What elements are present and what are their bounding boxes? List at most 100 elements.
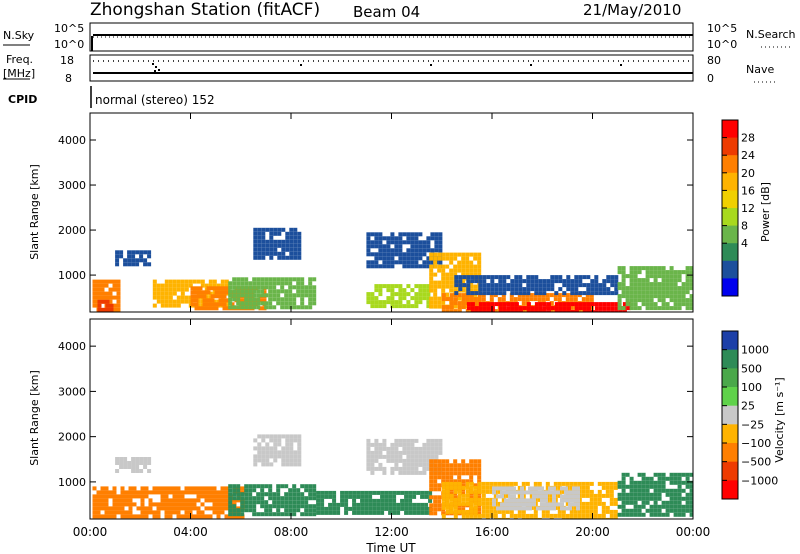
- power-cell: [386, 260, 391, 265]
- power-cell: [437, 256, 442, 261]
- power-cell: [514, 283, 519, 288]
- power-cell: [402, 232, 407, 237]
- power-cell: [262, 298, 267, 303]
- velocity-cell: [557, 485, 562, 490]
- power-cell: [378, 288, 383, 293]
- velocity-cell: [368, 502, 373, 507]
- velocity-cell: [449, 481, 454, 486]
- velocity-cell: [384, 494, 389, 499]
- velocity-cell: [501, 481, 506, 486]
- velocity-cell: [461, 509, 466, 514]
- power-cell: [534, 302, 539, 307]
- velocity-cell: [589, 497, 594, 502]
- power-cell: [240, 285, 245, 290]
- power-cell: [621, 282, 626, 287]
- power-cell: [445, 256, 450, 261]
- velocity-cell: [473, 493, 478, 498]
- velocity-cell: [461, 493, 466, 498]
- power-cell: [426, 248, 431, 253]
- velocity-cell: [677, 496, 682, 501]
- velocity-cell: [292, 504, 297, 509]
- power-cell: [669, 282, 674, 287]
- velocity-cell: [556, 490, 560, 495]
- velocity-cell: [184, 510, 189, 515]
- velocity-cell: [152, 502, 157, 507]
- power-cell: [685, 302, 690, 307]
- velocity-cell: [280, 504, 285, 509]
- power-cell: [244, 277, 249, 282]
- power-cell: [514, 302, 519, 307]
- velocity-cell: [677, 472, 682, 477]
- power-cell: [449, 260, 454, 265]
- power-cell: [131, 258, 136, 263]
- velocity-colorbar-tick-label: −100: [741, 437, 771, 450]
- power-cell: [180, 287, 185, 292]
- power-cell: [289, 231, 294, 236]
- velocity-cell: [512, 502, 516, 507]
- velocity-cell: [356, 490, 361, 495]
- velocity-cell: [344, 490, 349, 495]
- velocity-cell: [292, 508, 297, 513]
- power-cell: [457, 268, 462, 273]
- power-cell: [101, 307, 106, 312]
- velocity-cell: [497, 517, 502, 519]
- power-cell: [312, 297, 317, 302]
- velocity-cell: [669, 472, 674, 477]
- power-cell: [661, 298, 666, 303]
- velocity-cell: [364, 502, 369, 507]
- power-cell: [184, 283, 189, 288]
- power-cell: [96, 295, 101, 300]
- power-cell: [625, 294, 630, 299]
- velocity-cell: [120, 494, 125, 499]
- velocity-colorbar-tick-label: 1000: [741, 344, 769, 357]
- velocity-cell: [477, 489, 482, 494]
- velocity-cell: [433, 471, 438, 476]
- velocity-cell: [453, 471, 458, 476]
- velocity-cell: [370, 462, 375, 467]
- power-cell: [477, 264, 482, 269]
- velocity-cell: [585, 501, 590, 506]
- power-cell: [260, 281, 265, 286]
- power-cell: [453, 268, 458, 273]
- velocity-cell: [268, 484, 273, 489]
- power-cell: [441, 300, 446, 305]
- power-cell: [433, 272, 438, 277]
- power-cell: [269, 227, 274, 232]
- power-cell: [649, 294, 654, 299]
- velocity-cell: [404, 498, 409, 503]
- power-colorbar-tick-label: 4: [741, 237, 748, 250]
- power-cell: [398, 288, 403, 293]
- velocity-cell: [392, 502, 397, 507]
- power-cell: [280, 281, 285, 286]
- power-cell: [422, 240, 427, 245]
- power-cell: [685, 306, 690, 311]
- velocity-cell: [265, 458, 270, 463]
- power-cell: [438, 232, 443, 237]
- velocity-cell: [408, 498, 413, 503]
- velocity-cell: [589, 493, 594, 498]
- power-cell: [565, 293, 570, 298]
- velocity-cell: [374, 450, 379, 455]
- velocity-cell: [160, 494, 165, 499]
- power-cell: [461, 252, 466, 257]
- velocity-cell: [473, 459, 478, 464]
- velocity-cell: [665, 476, 670, 481]
- velocity-cell: [344, 502, 349, 507]
- power-cell: [617, 302, 622, 307]
- velocity-cell: [204, 494, 209, 499]
- power-cell: [486, 306, 491, 311]
- velocity-cell: [172, 486, 177, 491]
- velocity-ytick-label: 3000: [58, 385, 86, 398]
- power-cell: [244, 281, 249, 286]
- power-cell: [293, 239, 298, 244]
- velocity-cell: [461, 459, 466, 464]
- power-cell: [168, 295, 173, 300]
- velocity-cell: [390, 454, 395, 459]
- velocity-cell: [390, 458, 395, 463]
- velocity-cell: [657, 484, 662, 489]
- velocity-cell: [382, 466, 387, 471]
- power-cell: [280, 277, 285, 282]
- velocity-cell: [532, 498, 536, 503]
- velocity-cell: [645, 500, 650, 505]
- power-cell: [285, 231, 290, 236]
